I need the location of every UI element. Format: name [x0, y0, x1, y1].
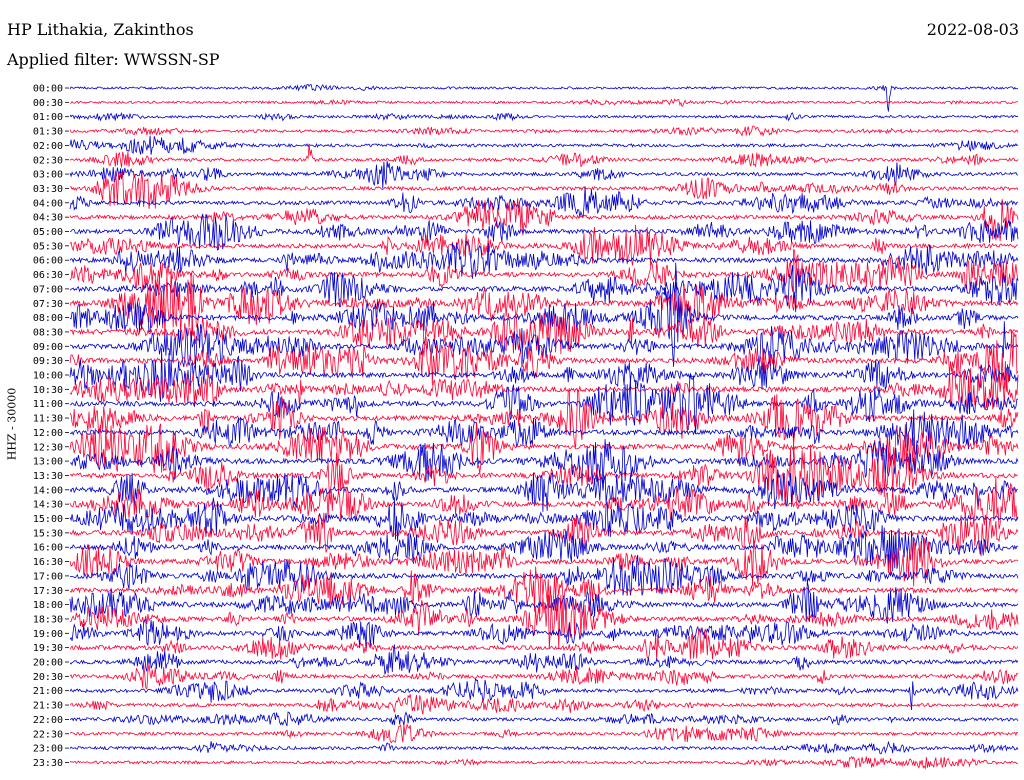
trace-0430: [69, 198, 1019, 242]
trace-0330: [69, 169, 1019, 209]
trace-0800: [69, 262, 1019, 367]
trace-0030: [69, 98, 1019, 108]
y-tick-label: 12:30: [33, 442, 63, 453]
y-tick-label: 18:00: [33, 600, 63, 611]
y-tick-label: 23:00: [33, 744, 63, 755]
trace-1700: [69, 554, 1019, 596]
trace-2330: [69, 756, 1019, 770]
trace-2200: [69, 711, 1019, 727]
trace-1630: [69, 537, 1019, 587]
trace-2230: [69, 723, 1019, 744]
y-tick-label: 19:30: [33, 643, 63, 654]
trace-0530: [69, 224, 1019, 266]
y-tick-label: 07:30: [33, 299, 63, 310]
trace-1900: [69, 618, 1019, 649]
y-tick-label: 09:30: [33, 356, 63, 367]
trace-0630: [69, 248, 1019, 293]
y-tick-label: 21:00: [33, 686, 63, 697]
y-tick-label: 19:00: [33, 629, 63, 640]
trace-0200: [69, 135, 1019, 155]
trace-0130: [69, 125, 1019, 137]
trace-1200: [69, 409, 1019, 456]
filter-label: Applied filter: WWSSN-SP: [7, 50, 220, 69]
y-tick-label: 03:00: [33, 170, 63, 181]
trace-0730: [69, 268, 1019, 336]
y-tick-label: 16:00: [33, 543, 63, 554]
y-tick-label: 17:30: [33, 586, 63, 597]
trace-1830: [69, 591, 1019, 650]
y-tick-label: 06:30: [33, 270, 63, 281]
y-tick-label: 07:00: [33, 284, 63, 295]
y-tick-label: 08:00: [33, 313, 63, 324]
y-tick-label: 16:30: [33, 557, 63, 568]
y-tick-label: 00:00: [33, 84, 63, 95]
y-tick-label: 22:00: [33, 715, 63, 726]
trace-2100: [69, 677, 1019, 711]
y-tick-label: 03:30: [33, 184, 63, 195]
trace-0900: [69, 321, 1019, 369]
trace-1230: [69, 422, 1019, 474]
y-tick-label: 21:30: [33, 701, 63, 712]
y-tick-label: 01:00: [33, 112, 63, 123]
y-tick-label: 20:00: [33, 658, 63, 669]
trace-0930: [69, 329, 1019, 392]
y-tick-label: 23:30: [33, 758, 63, 769]
y-tick-label: 11:00: [33, 399, 63, 410]
y-tick-label: 10:00: [33, 371, 63, 382]
trace-1730: [69, 566, 1019, 615]
y-tick-label: 02:30: [33, 155, 63, 166]
trace-1330: [69, 443, 1018, 510]
trace-0000: [69, 84, 1019, 112]
trace-1430: [69, 477, 1019, 530]
trace-1300: [69, 439, 1019, 484]
trace-1400: [69, 469, 1019, 512]
y-tick-label: 20:30: [33, 672, 63, 683]
y-tick-label: 00:30: [33, 98, 63, 109]
trace-0300: [69, 160, 1019, 189]
y-tick-label: 14:30: [33, 500, 63, 511]
trace-1000: [69, 348, 1019, 402]
y-tick-label: 15:00: [33, 514, 63, 525]
trace-1530: [69, 512, 1019, 557]
trace-1800: [69, 581, 1019, 624]
y-tick-label: 08:30: [33, 327, 63, 338]
trace-2000: [69, 644, 1019, 675]
y-tick-label: 18:30: [33, 614, 63, 625]
trace-0500: [69, 213, 1019, 251]
y-tick-label: 02:00: [33, 141, 63, 152]
trace-0230: [69, 143, 1019, 168]
trace-1600: [69, 525, 1019, 572]
y-tick-label: 11:30: [33, 414, 63, 425]
station-title: HP Lithakia, Zakinthos: [7, 20, 194, 39]
y-tick-label: 13:00: [33, 457, 63, 468]
trace-1100: [69, 374, 1019, 434]
trace-0100: [69, 111, 1019, 122]
date-label: 2022-08-03: [926, 20, 1019, 39]
y-tick-label: 01:30: [33, 127, 63, 138]
trace-0700: [69, 265, 1019, 313]
y-tick-label: 14:00: [33, 485, 63, 496]
y-tick-label: 04:30: [33, 213, 63, 224]
trace-1130: [69, 388, 1019, 448]
y-tick-label: 05:30: [33, 241, 63, 252]
trace-0600: [69, 240, 1019, 279]
y-tick-label: 22:30: [33, 729, 63, 740]
y-tick-label: 10:30: [33, 385, 63, 396]
trace-0400: [69, 186, 1019, 219]
y-tick-label: 09:00: [33, 342, 63, 353]
trace-2030: [69, 663, 1019, 690]
y-tick-label: 12:00: [33, 428, 63, 439]
trace-2300: [69, 740, 1019, 755]
y-tick-label: 13:30: [33, 471, 63, 482]
trace-1500: [69, 497, 1019, 542]
y-tick-label: 05:00: [33, 227, 63, 238]
y-tick-label: 06:00: [33, 256, 63, 267]
y-tick-label: 17:00: [33, 571, 63, 582]
y-tick-label: 15:30: [33, 528, 63, 539]
trace-2130: [69, 694, 1019, 715]
trace-1930: [69, 627, 1019, 661]
trace-0830: [69, 312, 1019, 355]
y-tick-label: 04:00: [33, 198, 63, 209]
